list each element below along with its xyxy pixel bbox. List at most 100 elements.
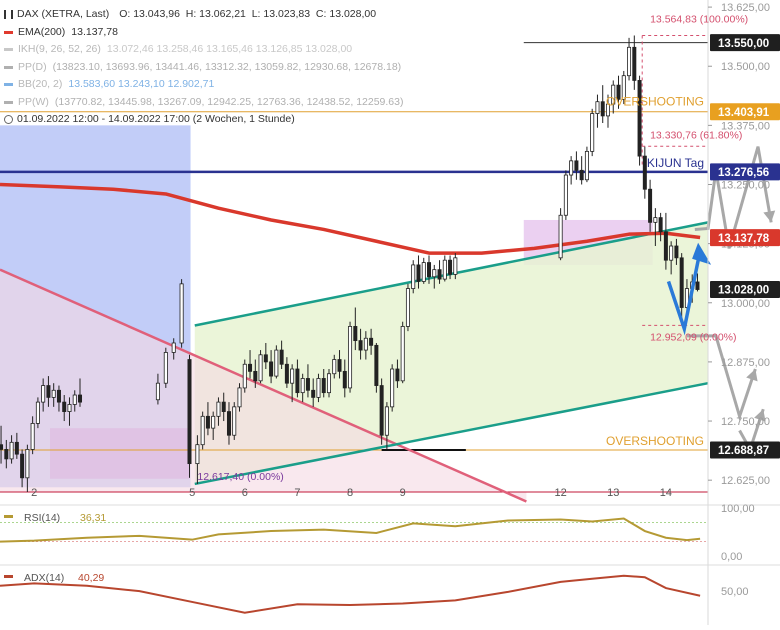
legend-swatch	[4, 83, 13, 87]
candle-body	[0, 444, 4, 450]
candle	[248, 350, 253, 379]
candle	[337, 350, 342, 379]
ema200-line	[0, 182, 701, 255]
candle-body	[642, 155, 647, 190]
candle-body	[358, 340, 363, 351]
labels-layer: 2 5 6 7 8 9 12 13 14 KIJUN Tag OVERSHOOTING OVERSHO…	[24, 14, 748, 584]
candle-body	[637, 80, 642, 157]
candle	[405, 283, 410, 332]
candle	[226, 402, 231, 445]
legend-swatch	[4, 65, 13, 69]
blue-arrow-path	[666, 250, 702, 336]
legend-label: PP(W)	[18, 95, 49, 108]
overshoot-lower-tag-label: 12.688,87	[718, 445, 769, 457]
candle	[284, 357, 289, 388]
legend-row[interactable]: PP(W) (13770.82, 13445.98, 13267.09, 1294…	[4, 94, 403, 112]
candle-body	[237, 387, 242, 408]
candle	[326, 369, 331, 398]
candle-body	[353, 326, 358, 342]
candle-body	[269, 361, 274, 377]
candlestick-icon[interactable]	[4, 10, 13, 20]
x-tick-label: 2	[31, 487, 37, 499]
candle	[390, 364, 395, 412]
candle-body	[563, 174, 568, 216]
candle-body	[427, 262, 432, 278]
settings-icon[interactable]	[4, 115, 13, 125]
indicator-panels: 0,00 100,00 50,00	[0, 503, 780, 614]
candle-body	[321, 378, 326, 394]
symbol-title: DAX (XETRA, Last)	[17, 8, 110, 20]
candle	[453, 253, 458, 280]
candle-body	[584, 150, 589, 181]
candle-body	[695, 281, 700, 290]
candle	[353, 307, 358, 351]
ohlc-values: O: 13.043,96 H: 13.062,21 L: 13.023,83 C…	[119, 8, 377, 20]
chart-legend: DAX (XETRA, Last) O: 13.043,96 H: 13.062…	[4, 6, 403, 129]
candle-body	[300, 378, 305, 394]
adx-swatch	[4, 575, 13, 578]
candle-body	[242, 363, 247, 389]
candle	[432, 264, 437, 289]
candle-body	[674, 245, 679, 259]
legend-row[interactable]: IKH(9, 26, 52, 26) 13.072,46 13.258,46 13…	[4, 41, 403, 59]
legend-period-row: 01.09.2022 12:00 - 14.09.2022 17:00 (2 W…	[4, 111, 403, 129]
adx-value: 40,29	[78, 572, 104, 584]
rsi-axis-label: 100,00	[721, 503, 755, 515]
candle-body	[72, 394, 77, 405]
candle	[637, 75, 642, 166]
candle	[669, 241, 674, 275]
candle	[632, 35, 637, 90]
candle-body	[46, 385, 51, 398]
candle-body	[221, 401, 226, 412]
x-tick-label: 9	[400, 487, 406, 499]
candle	[232, 402, 237, 440]
candle	[400, 321, 405, 384]
candle-body	[30, 423, 35, 450]
x-tick-label: 7	[294, 487, 300, 499]
candle-body	[411, 264, 416, 289]
candle	[155, 373, 160, 405]
gray-arrow-middle	[686, 334, 757, 422]
overlay-layer	[666, 146, 776, 454]
candle	[14, 432, 19, 459]
legend-row[interactable]: EMA(200) 13.137,78	[4, 24, 403, 42]
candle	[379, 378, 384, 445]
candle	[205, 402, 210, 436]
lines-layer	[0, 35, 709, 503]
legend-row[interactable]: BB(20, 2) 13.583,60 13.243,10 12.902,71	[4, 76, 403, 94]
candle-body	[4, 449, 9, 460]
candle	[595, 94, 600, 128]
candle-body	[342, 370, 347, 389]
candle-body	[163, 352, 168, 384]
candle	[30, 416, 35, 455]
candle	[163, 347, 168, 388]
candle-body	[62, 401, 67, 412]
candle-body	[258, 354, 263, 382]
kijun-tag	[710, 163, 780, 181]
candle-body	[78, 394, 83, 403]
candle-body	[627, 46, 632, 77]
candle-body	[600, 101, 605, 117]
candle-body	[453, 257, 458, 275]
candle-body	[400, 326, 405, 382]
candle-body	[25, 449, 30, 479]
candle	[62, 395, 67, 422]
candle-body	[569, 160, 574, 176]
candle	[25, 444, 30, 492]
candle-body	[369, 337, 374, 346]
axis-tick-label: 12.750,00	[721, 416, 770, 428]
candle-body	[263, 354, 268, 363]
high-tag	[710, 34, 780, 52]
candle	[221, 392, 226, 422]
price-axis[interactable]: 12.625,00 12.750,00 12.875,00 13.000,00 13.1…	[707, 0, 780, 625]
candle-body	[316, 378, 321, 398]
candle	[56, 385, 61, 412]
candle	[46, 376, 51, 407]
candle-body	[284, 363, 289, 384]
legend-row[interactable]: PP(D) (13823.10, 13693.96, 13441.46, 1331…	[4, 59, 403, 77]
candle	[558, 208, 563, 261]
candle	[216, 397, 221, 426]
candle-body	[171, 342, 176, 353]
